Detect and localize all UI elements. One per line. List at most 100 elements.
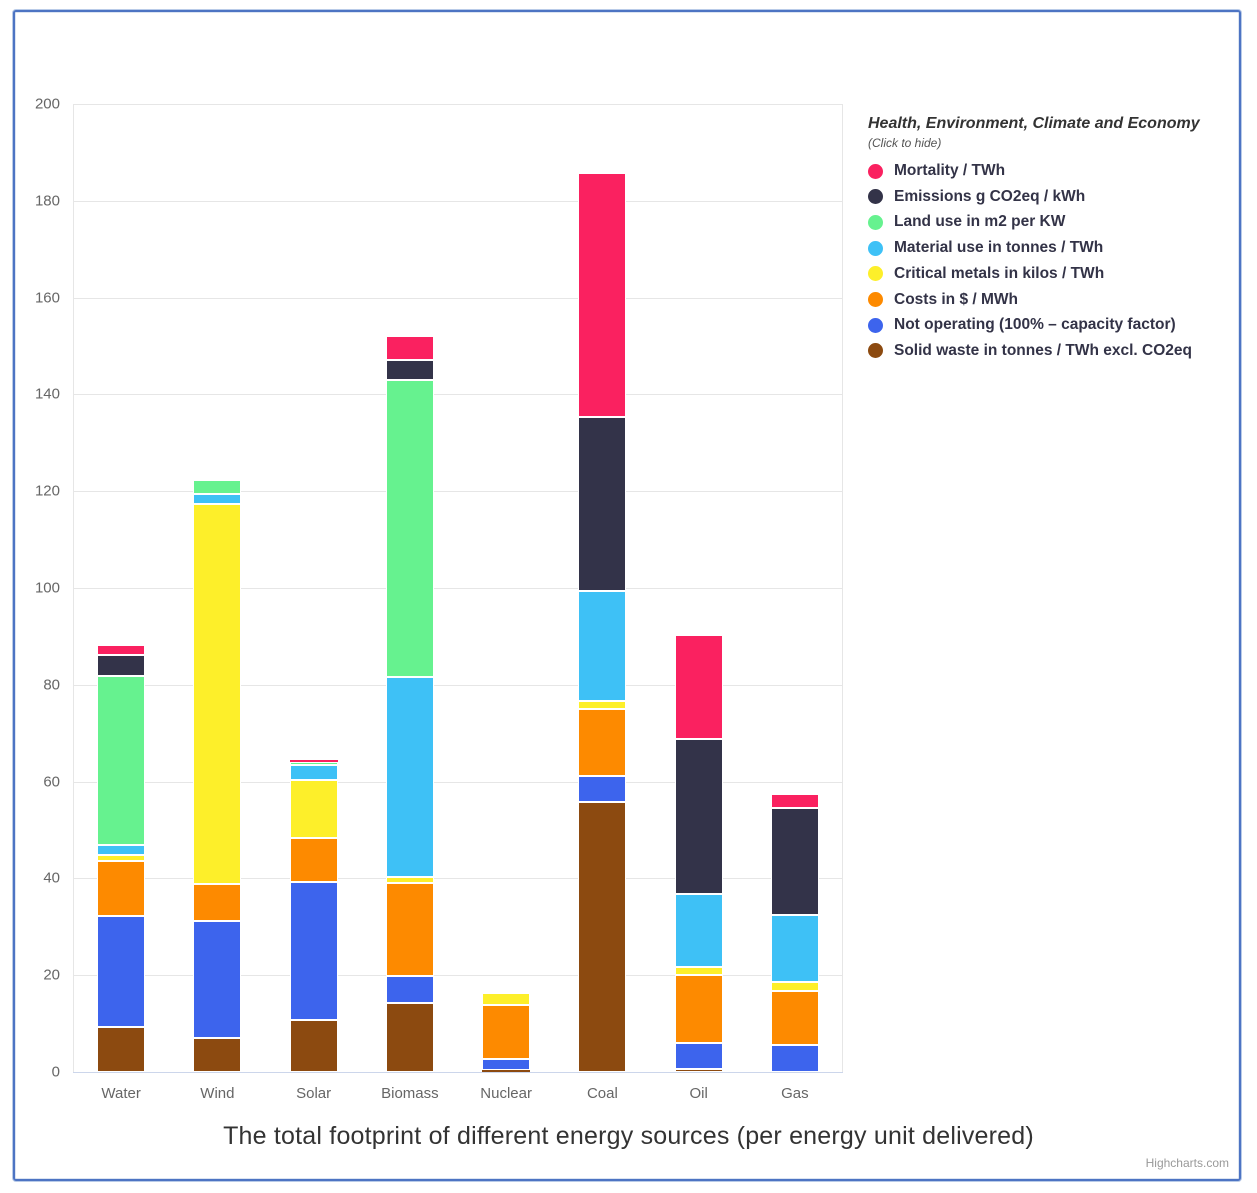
bar-segment-coal-mortality-twh[interactable]: [578, 172, 627, 418]
y-axis-tick-label: 140: [34, 385, 60, 403]
bar-segment-oil-costs-in-mwh[interactable]: [674, 974, 723, 1044]
y-gridline: [74, 684, 842, 686]
bar-segment-coal-material-use-in-tonnes-twh[interactable]: [578, 591, 627, 701]
x-axis-label-water: Water: [101, 1085, 141, 1102]
bar-segment-biomass-not-operating-100-capacity-factor[interactable]: [385, 976, 434, 1004]
y-gridline: [74, 394, 842, 396]
bar-segment-nuclear-critical-metals-in-kilos-twh[interactable]: [482, 993, 531, 1006]
bar-segment-water-material-use-in-tonnes-twh[interactable]: [97, 845, 146, 856]
bar-segment-wind-critical-metals-in-kilos-twh[interactable]: [193, 504, 242, 884]
bar-segment-solar-mortality-twh[interactable]: [289, 759, 338, 763]
y-axis-tick-label: 180: [34, 192, 60, 210]
bar-segment-nuclear-not-operating-100-capacity-factor[interactable]: [482, 1059, 531, 1071]
legend-swatch-icon: [868, 317, 883, 333]
legend-item-solid-waste-in-tonnes-twh-excl-co2eq[interactable]: Solid waste in tonnes / TWh excl. CO2eq: [868, 340, 1192, 362]
bar-segment-oil-not-operating-100-capacity-factor[interactable]: [674, 1043, 723, 1070]
legend-item-mortality-twh[interactable]: Mortality / TWh: [868, 160, 1005, 182]
bar-segment-biomass-land-use-in-m2-per-kw[interactable]: [385, 380, 434, 678]
bar-segment-gas-costs-in-mwh[interactable]: [770, 990, 819, 1045]
legend-item-not-operating-100-capacity-factor[interactable]: Not operating (100% – capacity factor): [868, 314, 1176, 336]
bar-segment-coal-emissions-g-co2eq-kwh[interactable]: [578, 417, 627, 592]
legend-swatch-icon: [868, 163, 883, 179]
legend-item-costs-in-mwh[interactable]: Costs in $ / MWh: [868, 289, 1018, 311]
bar-segment-water-costs-in-mwh[interactable]: [97, 861, 146, 917]
bar-segment-wind-land-use-in-m2-per-kw[interactable]: [193, 479, 242, 495]
y-axis-tick-label: 200: [34, 95, 60, 113]
chart-title: The total footprint of different energy …: [223, 1122, 1034, 1150]
legend-item-critical-metals-in-kilos-twh[interactable]: Critical metals in kilos / TWh: [868, 263, 1104, 285]
bar-segment-water-critical-metals-in-kilos-twh[interactable]: [97, 855, 146, 862]
bar-segment-oil-material-use-in-tonnes-twh[interactable]: [674, 894, 723, 967]
legend-subtitle: (Click to hide): [868, 136, 942, 150]
y-axis-tick-label: 0: [51, 1063, 60, 1081]
legend-item-label: Land use in m2 per KW: [894, 213, 1066, 231]
x-axis-label-solar: Solar: [296, 1085, 332, 1102]
bar-segment-gas-emissions-g-co2eq-kwh[interactable]: [770, 808, 819, 915]
bar-segment-coal-critical-metals-in-kilos-twh[interactable]: [578, 700, 627, 709]
bar-segment-oil-mortality-twh[interactable]: [674, 635, 723, 740]
bar-segment-solar-not-operating-100-capacity-factor[interactable]: [289, 882, 338, 1020]
bar-segment-solar-solid-waste-in-tonnes-twh-excl-co2eq[interactable]: [289, 1019, 338, 1072]
legend-item-label: Critical metals in kilos / TWh: [894, 264, 1105, 282]
bar-segment-biomass-solid-waste-in-tonnes-twh-excl-co2eq[interactable]: [385, 1003, 434, 1072]
bar-segment-wind-solid-waste-in-tonnes-twh-excl-co2eq[interactable]: [193, 1038, 242, 1072]
y-axis-tick-label: 40: [43, 869, 60, 887]
bar-segment-gas-mortality-twh[interactable]: [770, 793, 819, 809]
bar-segment-biomass-critical-metals-in-kilos-twh[interactable]: [385, 876, 434, 884]
legend-item-emissions-g-co2eq-kwh[interactable]: Emissions g CO2eq / kWh: [868, 186, 1085, 208]
legend-item-material-use-in-tonnes-twh[interactable]: Material use in tonnes / TWh: [868, 237, 1103, 259]
y-gridline: [74, 491, 842, 493]
legend: Health, Environment, Climate and Economy…: [868, 115, 1228, 359]
legend-item-label: Material use in tonnes / TWh: [894, 239, 1104, 257]
bar-segment-water-not-operating-100-capacity-factor[interactable]: [97, 916, 146, 1027]
legend-item-label: Emissions g CO2eq / kWh: [894, 187, 1086, 205]
bar-segment-biomass-mortality-twh[interactable]: [385, 335, 434, 361]
bar-segment-gas-not-operating-100-capacity-factor[interactable]: [770, 1044, 819, 1072]
bar-segment-gas-critical-metals-in-kilos-twh[interactable]: [770, 982, 819, 991]
y-axis-tick-label: 80: [43, 676, 60, 694]
x-axis-label-biomass: Biomass: [381, 1085, 439, 1102]
y-gridline: [74, 297, 842, 299]
legend-swatch-icon: [868, 189, 883, 205]
bar-segment-wind-not-operating-100-capacity-factor[interactable]: [193, 920, 242, 1039]
bar-segment-solar-land-use-in-m2-per-kw[interactable]: [289, 762, 338, 766]
legend-swatch-icon: [868, 292, 883, 307]
bar-segment-oil-emissions-g-co2eq-kwh[interactable]: [674, 739, 723, 895]
bar-segment-oil-critical-metals-in-kilos-twh[interactable]: [674, 966, 723, 975]
y-gridline: [74, 588, 842, 589]
y-gridline: [74, 104, 842, 105]
bar-segment-coal-costs-in-mwh[interactable]: [578, 708, 627, 777]
legend-item-label: Costs in $ / MWh: [894, 290, 1018, 308]
highcharts-credit[interactable]: Highcharts.com: [1145, 1156, 1229, 1170]
legend-item-land-use-in-m2-per-kw[interactable]: Land use in m2 per KW: [868, 211, 1065, 233]
bar-segment-wind-costs-in-mwh[interactable]: [193, 883, 242, 921]
bar-segment-biomass-costs-in-mwh[interactable]: [385, 883, 434, 977]
bar-segment-coal-not-operating-100-capacity-factor[interactable]: [578, 776, 627, 803]
bar-segment-water-emissions-g-co2eq-kwh[interactable]: [97, 654, 146, 677]
bar-segment-solar-costs-in-mwh[interactable]: [289, 837, 338, 883]
legend-swatch-icon: [868, 343, 883, 359]
bar-segment-nuclear-costs-in-mwh[interactable]: [482, 1005, 531, 1060]
bar-segment-water-mortality-twh[interactable]: [97, 645, 146, 655]
bar-segment-wind-material-use-in-tonnes-twh[interactable]: [193, 494, 242, 505]
legend-swatch-icon: [868, 266, 883, 282]
bar-segment-coal-solid-waste-in-tonnes-twh-excl-co2eq[interactable]: [578, 802, 627, 1072]
bar-segment-water-land-use-in-m2-per-kw[interactable]: [97, 676, 146, 846]
y-axis-tick-label: 20: [43, 966, 60, 984]
y-gridline: [74, 878, 842, 880]
bar-segment-oil-solid-waste-in-tonnes-twh-excl-co2eq[interactable]: [674, 1069, 723, 1072]
legend-swatch-icon: [868, 214, 883, 230]
bar-segment-solar-material-use-in-tonnes-twh[interactable]: [289, 765, 338, 780]
bar-segment-biomass-emissions-g-co2eq-kwh[interactable]: [385, 360, 434, 381]
y-gridline: [74, 200, 842, 202]
bar-segment-solar-critical-metals-in-kilos-twh[interactable]: [289, 779, 338, 838]
x-axis-label-coal: Coal: [586, 1085, 618, 1102]
bar-segment-water-solid-waste-in-tonnes-twh-excl-co2eq[interactable]: [97, 1026, 146, 1072]
bar-segment-nuclear-solid-waste-in-tonnes-twh-excl-co2eq[interactable]: [482, 1070, 531, 1072]
y-gridline: [74, 975, 842, 977]
legend-title: Health, Environment, Climate and Economy: [868, 115, 1200, 132]
bar-segment-gas-material-use-in-tonnes-twh[interactable]: [770, 914, 819, 983]
y-axis-tick-label: 60: [43, 773, 60, 791]
y-axis-tick-label: 100: [34, 579, 60, 597]
bar-segment-biomass-material-use-in-tonnes-twh[interactable]: [385, 677, 434, 877]
